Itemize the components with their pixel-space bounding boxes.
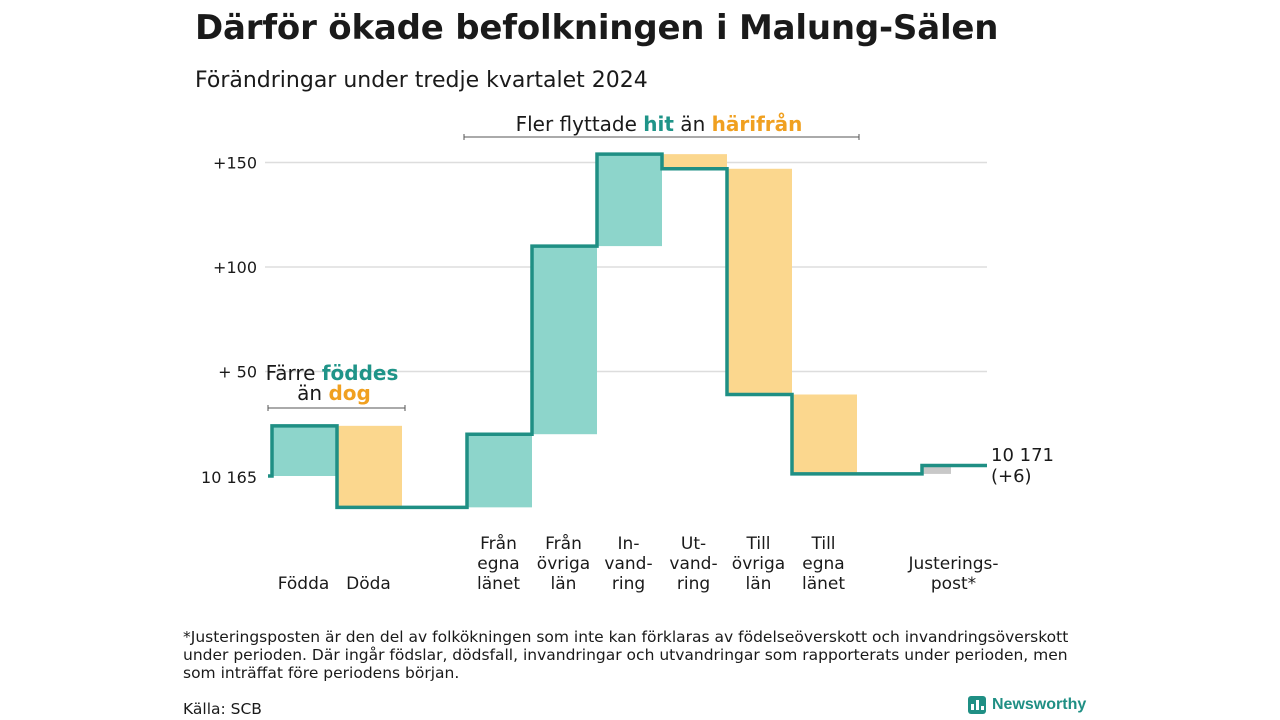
category-label: Födda: [278, 574, 330, 594]
y-tick-label: + 50: [218, 363, 257, 382]
bar-2: [467, 434, 532, 508]
chart-subtitle: Förändringar under tredje kvartalet 2024: [195, 68, 648, 93]
bar-0: [272, 425, 337, 476]
y-tick-label: +150: [213, 154, 257, 173]
bar-3: [532, 246, 597, 435]
start-value-label: 10 165: [201, 468, 257, 487]
births-annotation-line2: än dog: [297, 381, 371, 405]
category-label: Ut-: [681, 534, 706, 554]
bar-5: [662, 154, 727, 169]
source-credit: Källa: SCB: [183, 700, 262, 718]
chart-title: Därför ökade befolkningen i Malung-Sälen: [195, 8, 999, 48]
category-label: Från: [480, 533, 517, 554]
bar-7: [792, 394, 857, 474]
category-label: ring: [677, 574, 710, 594]
category-label: Från: [545, 533, 582, 554]
category-label: ring: [612, 574, 645, 594]
brand-name: Newsworthy: [992, 696, 1087, 713]
migration-annotation: Fler flyttade hit än härifrån: [516, 112, 803, 136]
category-label: länet: [477, 574, 520, 594]
category-label: Till: [810, 534, 835, 554]
category-label: övriga: [732, 554, 785, 574]
category-label: Döda: [346, 574, 391, 594]
category-label: In-: [618, 534, 640, 554]
category-label: post*: [931, 574, 976, 594]
category-label: egna: [477, 554, 519, 574]
bar-1: [337, 425, 402, 508]
newsworthy-logo-icon: [968, 696, 986, 714]
births-annotation-line1: Färre föddes: [266, 361, 399, 385]
cumulative-line: [268, 152, 987, 510]
category-label: övriga: [537, 554, 590, 574]
bar-6: [727, 168, 792, 395]
bar-8: [922, 465, 951, 474]
y-tick-label: +100: [213, 258, 257, 277]
category-label: vand-: [604, 554, 652, 574]
category-label: län: [746, 574, 772, 594]
brand-logo: Newsworthy: [968, 696, 1086, 714]
bar-4: [597, 154, 662, 247]
category-label: Justerings-: [907, 554, 998, 574]
category-label: länet: [802, 574, 845, 594]
category-label: Till: [745, 534, 770, 554]
category-label: vand-: [669, 554, 717, 574]
category-label: län: [551, 574, 577, 594]
end-change-label: (+6): [991, 466, 1032, 487]
footnote: *Justeringsposten är den del av folkökni…: [183, 628, 1069, 682]
end-value-label: 10 171: [991, 445, 1054, 466]
category-label: egna: [802, 554, 844, 574]
